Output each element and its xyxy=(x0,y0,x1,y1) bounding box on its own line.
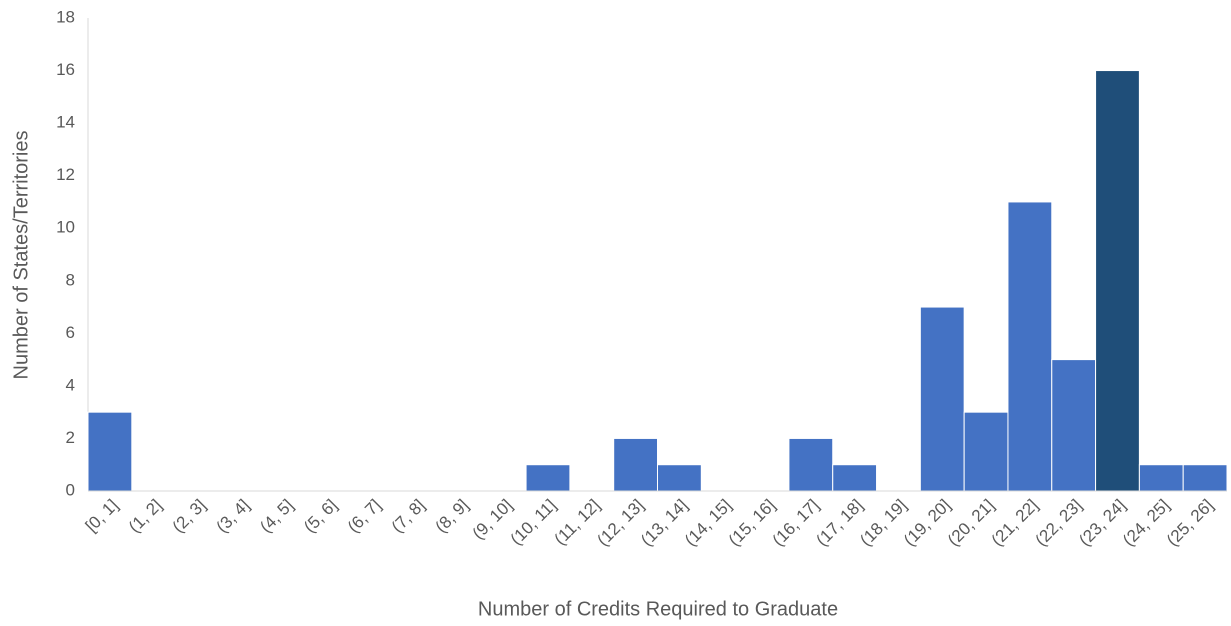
x-tick-label: (20, 21] xyxy=(944,496,998,550)
x-tick-label: (8, 9] xyxy=(432,496,473,537)
x-tick-label: (4, 5] xyxy=(256,496,297,537)
y-axis-title: Number of States/Territories xyxy=(10,131,32,380)
x-tick-label: (22, 23] xyxy=(1031,496,1085,550)
y-tick-label: 6 xyxy=(66,323,75,342)
y-tick-label: 12 xyxy=(56,165,75,184)
y-tick-label: 14 xyxy=(56,113,75,132)
x-tick-label: (11, 12] xyxy=(550,496,603,549)
x-tick-label: (2, 3] xyxy=(169,496,210,537)
x-tick-label: (3, 4] xyxy=(212,496,253,537)
y-tick-label: 2 xyxy=(66,428,75,447)
bar xyxy=(832,464,878,492)
x-tick-label: (13, 14] xyxy=(637,496,691,550)
bar xyxy=(1182,464,1228,492)
x-tick-label: (1, 2] xyxy=(125,496,166,537)
bar xyxy=(1095,70,1140,492)
y-tick-label: 8 xyxy=(66,270,75,289)
bar xyxy=(1007,201,1053,492)
x-tick-label: (23, 24] xyxy=(1075,496,1129,550)
x-tick-label: (21, 22] xyxy=(988,496,1042,550)
x-tick-label: (14, 15] xyxy=(681,496,735,550)
x-tick-label: (19, 20] xyxy=(900,496,954,550)
x-tick-label: (15, 16] xyxy=(725,496,779,550)
x-axis-title: Number of Credits Required to Graduate xyxy=(478,598,838,620)
bar xyxy=(963,411,1009,492)
y-tick-label: 10 xyxy=(56,218,75,237)
x-tick-label: (6, 7] xyxy=(344,496,385,537)
x-tick-label: (7, 8] xyxy=(388,496,429,537)
x-tick-label: (16, 17] xyxy=(769,496,823,550)
bar xyxy=(613,437,659,492)
x-tick-label: (17, 18] xyxy=(812,496,866,550)
y-tick-label: 4 xyxy=(66,375,75,394)
x-tick-label: (10, 11] xyxy=(507,496,560,549)
y-tick-label: 0 xyxy=(66,480,75,499)
bar xyxy=(657,464,702,492)
y-tick-label: 16 xyxy=(56,60,75,79)
y-tick-label: 18 xyxy=(56,7,75,26)
bar xyxy=(525,464,571,492)
x-tick-label: (5, 6] xyxy=(300,496,341,537)
bar xyxy=(1051,359,1097,492)
bar xyxy=(788,437,834,492)
x-tick-label: (18, 19] xyxy=(856,496,910,550)
x-tick-label: (24, 25] xyxy=(1119,496,1173,550)
bar xyxy=(87,411,133,492)
x-tick-label: (12, 13] xyxy=(593,496,647,550)
bar xyxy=(1138,464,1184,492)
bar xyxy=(919,306,965,492)
x-tick-label: [0, 1] xyxy=(82,496,122,536)
x-tick-label: (25, 26] xyxy=(1163,496,1217,550)
